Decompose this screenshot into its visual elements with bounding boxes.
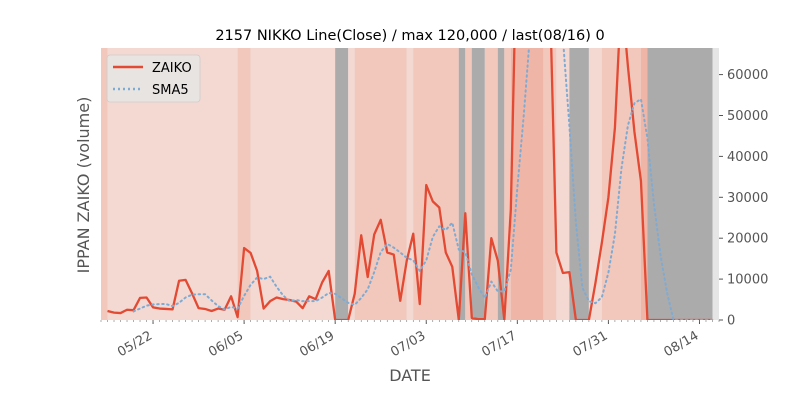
legend-label-sma5: SMA5 [152, 83, 189, 98]
background-band [354, 48, 407, 320]
series-lines [107, 48, 714, 320]
series-line-zaiko [107, 48, 713, 320]
background-band [647, 48, 713, 320]
background-band [465, 48, 472, 320]
background-band [588, 48, 602, 320]
background-band [348, 48, 355, 320]
background-band [601, 48, 641, 320]
y-tick-label: 60000 [727, 68, 768, 83]
background-band [471, 48, 485, 320]
background-band [484, 48, 498, 320]
y-tick-label: 30000 [727, 191, 768, 206]
y-tick-label: 10000 [727, 273, 768, 288]
y-tick-label: 50000 [727, 109, 768, 124]
background-band [569, 48, 589, 320]
background-band [458, 48, 466, 320]
background-band [640, 48, 648, 320]
background-bands [101, 48, 719, 320]
background-band [237, 48, 251, 320]
chart-title: 2157 NIKKO Line(Close) / max 120,000 / l… [215, 28, 604, 44]
background-band [504, 48, 511, 320]
background-band [406, 48, 414, 320]
background-band [556, 48, 570, 320]
legend: ZAIKO SMA5 [106, 54, 201, 103]
background-band [497, 48, 505, 320]
x-axis-label: DATE [389, 366, 431, 385]
y-tick-label: 20000 [727, 232, 768, 247]
series-line-sma5 [132, 48, 714, 320]
background-band [335, 48, 349, 320]
y-axis-ticks: 0 10000 20000 30000 40000 50000 60000 [719, 68, 768, 329]
background-band [712, 48, 719, 320]
legend-label-zaiko: ZAIKO [152, 61, 192, 76]
y-tick-label: 40000 [727, 150, 768, 165]
y-axis-label: IPPAN ZAIKO (volume) [74, 97, 93, 274]
background-band [250, 48, 336, 320]
background-band [101, 48, 108, 320]
y-tick-label: 0 [727, 314, 735, 329]
background-band [510, 48, 544, 320]
